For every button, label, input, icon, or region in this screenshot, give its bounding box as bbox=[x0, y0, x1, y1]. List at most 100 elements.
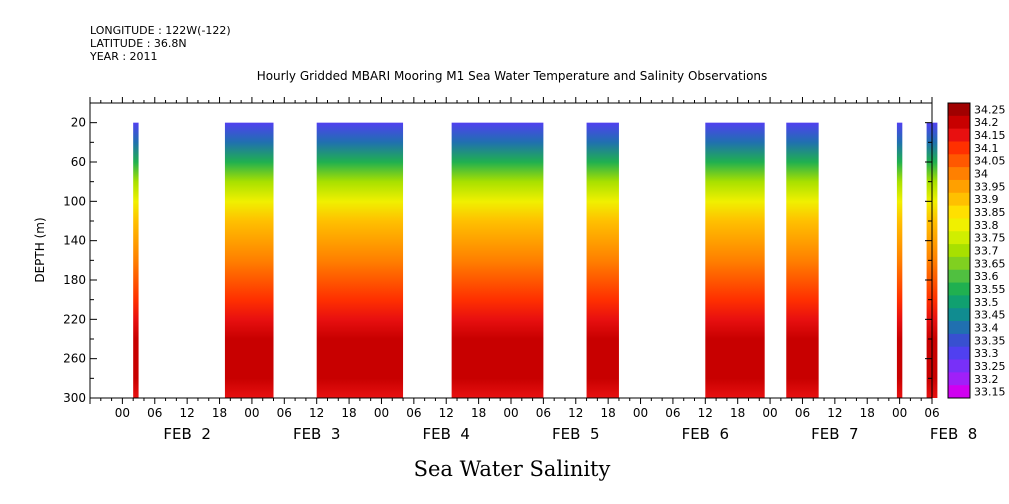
colorbar-swatch bbox=[948, 321, 970, 335]
data-segment bbox=[586, 122, 619, 399]
colorbar: 34.2534.234.1534.134.053433.9533.933.853… bbox=[947, 102, 1006, 399]
colorbar-swatch bbox=[948, 269, 970, 284]
x-tick-label: 12 bbox=[827, 406, 842, 420]
colorbar-label: 33.8 bbox=[974, 219, 999, 232]
x-tick-label: 18 bbox=[212, 406, 227, 420]
x-tick-label: 00 bbox=[244, 406, 259, 420]
x-tick-label: 12 bbox=[698, 406, 713, 420]
colorbar-swatch bbox=[948, 295, 970, 309]
colorbar-swatch bbox=[948, 282, 970, 296]
data-segment bbox=[224, 122, 274, 399]
date-label: FEB 2 bbox=[163, 425, 210, 443]
y-tick-label: 140 bbox=[63, 234, 86, 248]
y-axis-label: DEPTH (m) bbox=[33, 217, 47, 282]
colorbar-swatch bbox=[948, 218, 970, 232]
date-label: FEB 4 bbox=[422, 425, 469, 443]
colorbar-swatch bbox=[948, 141, 970, 155]
data-segment bbox=[451, 122, 544, 399]
colorbar-label: 34.2 bbox=[974, 116, 999, 129]
y-tick-label: 180 bbox=[63, 273, 86, 287]
x-tick-label: 12 bbox=[568, 406, 583, 420]
colorbar-label: 33.25 bbox=[974, 360, 1006, 373]
x-tick-label: 18 bbox=[341, 406, 356, 420]
colorbar-label: 34 bbox=[974, 168, 988, 181]
chart-title: Hourly Gridded MBARI Mooring M1 Sea Wate… bbox=[257, 69, 768, 83]
x-tick-label: 06 bbox=[406, 406, 421, 420]
y-tick-label: 300 bbox=[63, 391, 86, 405]
y-tick-label: 20 bbox=[71, 116, 86, 130]
colorbar-swatch bbox=[948, 128, 970, 142]
x-tick-label: 06 bbox=[795, 406, 810, 420]
colorbar-label: 33.55 bbox=[974, 283, 1006, 296]
x-tick-label: 06 bbox=[924, 406, 939, 420]
colorbar-swatch bbox=[948, 192, 970, 207]
colorbar-label: 33.35 bbox=[974, 334, 1006, 347]
colorbar-swatch bbox=[948, 205, 970, 219]
colorbar-label: 33.95 bbox=[974, 180, 1006, 193]
colorbar-label: 33.5 bbox=[974, 296, 999, 309]
colorbar-swatch bbox=[948, 167, 970, 181]
colorbar-swatch bbox=[948, 103, 970, 117]
data-segment bbox=[316, 122, 404, 399]
date-label: FEB 7 bbox=[811, 425, 858, 443]
colorbar-label: 33.85 bbox=[974, 206, 1006, 219]
x-tick-label: 00 bbox=[374, 406, 389, 420]
y-tick-label: 60 bbox=[71, 155, 86, 169]
x-ticks: 00 06 12 18 00 06 12 18 00 06 12 18 00 06 12 18 00 06 12 18… bbox=[89, 97, 977, 443]
data-segment bbox=[133, 122, 139, 399]
x-tick-label: 18 bbox=[860, 406, 875, 420]
longitude-label: LONGITUDE : 122W(-122) bbox=[90, 24, 231, 37]
date-label: FEB 5 bbox=[552, 425, 599, 443]
colorbar-label: 33.45 bbox=[974, 309, 1006, 322]
x-tick-label: 12 bbox=[180, 406, 195, 420]
colorbar-swatch bbox=[948, 244, 970, 258]
colorbar-label: 34.15 bbox=[974, 129, 1006, 142]
x-tick-label: 18 bbox=[730, 406, 745, 420]
colorbar-swatch bbox=[948, 179, 970, 194]
colorbar-label: 34.05 bbox=[974, 155, 1006, 168]
x-tick-label: 06 bbox=[277, 406, 292, 420]
data-segment bbox=[896, 122, 903, 399]
date-label: FEB 3 bbox=[293, 425, 340, 443]
latitude-label: LATITUDE : 36.8N bbox=[90, 37, 187, 50]
x-tick-label: 06 bbox=[665, 406, 680, 420]
colorbar-swatch bbox=[948, 231, 970, 245]
colorbar-swatch bbox=[948, 372, 970, 386]
colorbar-swatch bbox=[948, 308, 970, 322]
x-tick-label: 00 bbox=[115, 406, 130, 420]
colorbar-label: 33.3 bbox=[974, 347, 999, 360]
x-tick-label: 00 bbox=[633, 406, 648, 420]
colorbar-label: 34.25 bbox=[974, 103, 1006, 116]
colorbar-swatch bbox=[948, 333, 970, 348]
x-tick-label: 06 bbox=[536, 406, 551, 420]
colorbar-swatch bbox=[948, 154, 970, 168]
colorbar-label: 33.15 bbox=[974, 386, 1006, 399]
date-label: FEB 8 bbox=[930, 425, 977, 443]
variable-title: Sea Water Salinity bbox=[414, 457, 611, 481]
data-segment bbox=[705, 122, 765, 399]
y-ticks: 20 60 100 140 180 220 260 300 bbox=[63, 116, 932, 405]
colorbar-label: 33.4 bbox=[974, 321, 999, 334]
colorbar-label: 34.1 bbox=[974, 142, 999, 155]
y-tick-label: 100 bbox=[63, 194, 86, 208]
colorbar-swatch bbox=[948, 256, 970, 271]
colorbar-frame bbox=[947, 102, 971, 399]
x-tick-label: 00 bbox=[762, 406, 777, 420]
x-tick-label: 00 bbox=[892, 406, 907, 420]
data-segments bbox=[133, 122, 938, 399]
x-tick-label: 18 bbox=[471, 406, 486, 420]
x-tick-label: 12 bbox=[439, 406, 454, 420]
colorbar-swatch bbox=[948, 346, 970, 361]
x-tick-label: 00 bbox=[503, 406, 518, 420]
colorbar-swatch bbox=[948, 115, 970, 130]
y-tick-label: 260 bbox=[63, 352, 86, 366]
colorbar-label: 33.9 bbox=[974, 193, 999, 206]
colorbar-label: 33.75 bbox=[974, 232, 1006, 245]
y-tick-label: 220 bbox=[63, 312, 86, 326]
colorbar-label: 33.7 bbox=[974, 245, 999, 258]
data-segment bbox=[786, 122, 819, 399]
x-tick-label: 12 bbox=[309, 406, 324, 420]
x-tick-label: 06 bbox=[147, 406, 162, 420]
year-label: YEAR : 2011 bbox=[89, 50, 158, 63]
